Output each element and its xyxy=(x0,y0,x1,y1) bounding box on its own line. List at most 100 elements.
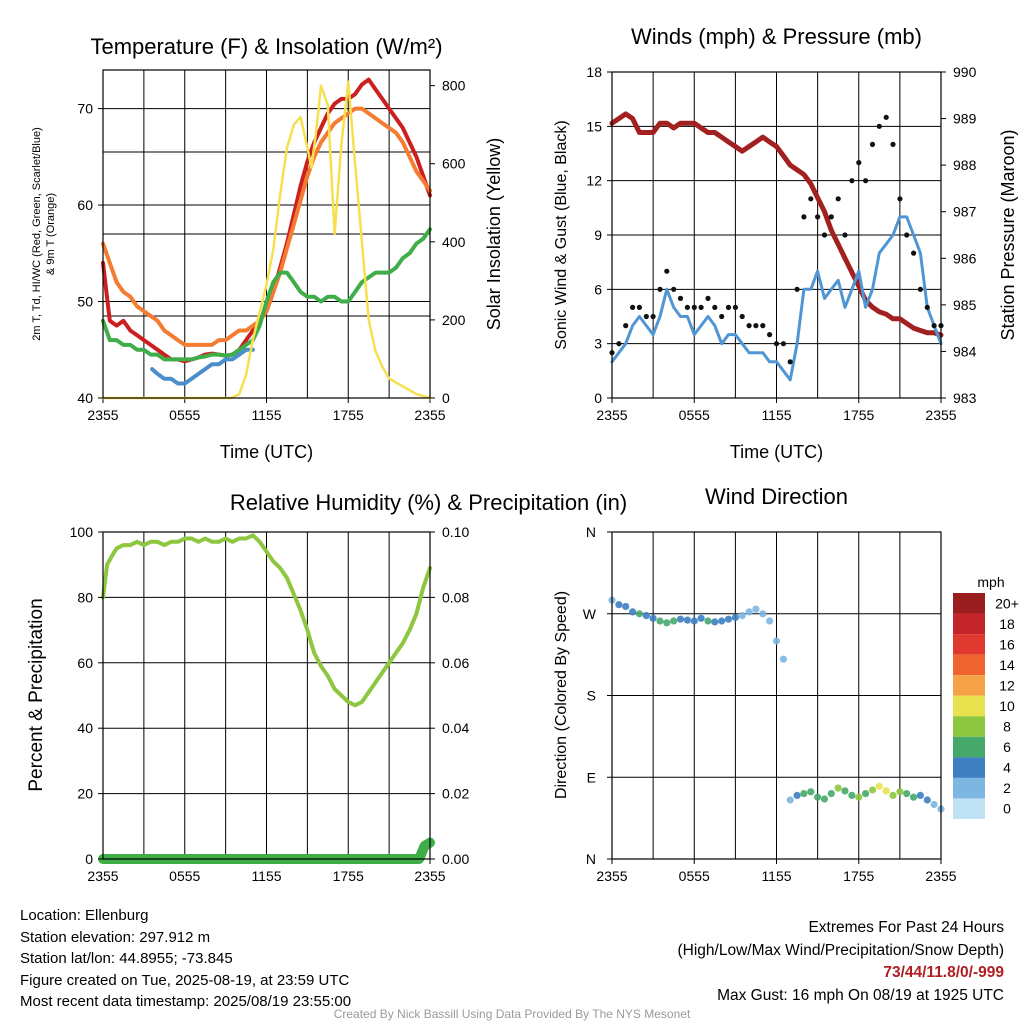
rh-ytick-right-label: 0.10 xyxy=(442,524,469,540)
colorbar-label: 16 xyxy=(999,636,1015,652)
dir-point xyxy=(848,791,856,800)
winds-gust-point xyxy=(684,304,691,310)
rh-xtick-label: 0555 xyxy=(169,868,200,884)
dir-point xyxy=(903,790,911,798)
winds-gust-point xyxy=(794,286,800,292)
dir-point xyxy=(711,618,719,626)
dir-point xyxy=(718,617,726,625)
colorbar-label: 12 xyxy=(999,677,1015,693)
dir-xtick-label: 2355 xyxy=(596,868,627,884)
elevation-text: Station elevation: 297.912 m xyxy=(20,928,211,946)
dir-point xyxy=(820,795,829,803)
dir-xtick-label: 0555 xyxy=(679,868,710,884)
temp-xtick-label: 2355 xyxy=(414,407,445,423)
dir-point xyxy=(814,793,822,801)
colorbar-swatch xyxy=(953,798,985,819)
colorbar-swatch xyxy=(953,716,985,737)
temp-xtick-label: 1155 xyxy=(251,407,281,423)
winds-gust-point xyxy=(849,178,855,184)
winds-xtick-label: 1155 xyxy=(761,407,791,423)
winds-ytick-label: 18 xyxy=(586,64,602,80)
rh-ytick-right-label: 0.06 xyxy=(442,655,469,671)
winds-ytick-label: 9 xyxy=(594,227,602,243)
dir-point xyxy=(683,616,692,624)
winds-xtick-label: 1755 xyxy=(843,407,874,423)
winds-gust-point xyxy=(746,323,752,329)
rh-axes xyxy=(102,531,431,860)
winds-gust-point xyxy=(911,250,917,256)
extremes-values: 73/44/11.8/0/-999 xyxy=(883,964,1004,981)
dir-point xyxy=(793,791,801,800)
winds-gust-point xyxy=(623,323,629,329)
winds-xlabel: Time (UTC) xyxy=(730,442,823,462)
rh-xtick-label: 1755 xyxy=(333,868,364,884)
winds-gust-point xyxy=(924,304,930,310)
colorbar-swatch xyxy=(953,695,985,717)
rh-ytick-right-label: 0.04 xyxy=(442,720,469,736)
temp-ylabel-2: & 9m T (Orange) xyxy=(45,193,57,275)
winds-gust-point xyxy=(863,178,869,184)
temp-xtick-label: 2355 xyxy=(87,407,118,423)
colorbar-label: 14 xyxy=(999,657,1015,673)
winds-gust-point xyxy=(767,332,773,338)
rh-xtick-label: 1155 xyxy=(251,868,281,884)
dir-point xyxy=(807,788,815,796)
dir-point xyxy=(930,800,938,809)
winds-speed-line xyxy=(610,215,943,382)
rh-ylabel: Percent & Precipitation xyxy=(26,598,47,791)
winds-gust-point xyxy=(780,341,787,347)
winds-gust-point xyxy=(931,323,937,329)
dir-point xyxy=(752,605,760,613)
winds-gust-point xyxy=(650,313,656,320)
winds-ytick-right-label: 983 xyxy=(953,390,977,406)
dir-xtick-label: 1155 xyxy=(761,868,791,884)
winds-gust-point xyxy=(671,286,677,292)
dir-point xyxy=(697,614,705,622)
winds-gust-point xyxy=(821,232,828,238)
winds-ytick-right-label: 986 xyxy=(953,250,977,266)
winds-gust-point xyxy=(732,304,739,310)
winds-ytick-right-label: 984 xyxy=(953,343,977,359)
dir-point xyxy=(827,790,835,798)
dir-point xyxy=(622,602,630,611)
winds-gust-point xyxy=(815,214,821,220)
temp-xlabel: Time (UTC) xyxy=(220,442,313,462)
winds-gust-point xyxy=(856,160,862,166)
temp-9m-line xyxy=(101,106,432,347)
winds-gust-point xyxy=(917,286,924,292)
colorbar-label: 10 xyxy=(999,698,1015,714)
dir-point xyxy=(676,615,685,623)
winds-ytick-label: 15 xyxy=(586,118,602,134)
rh-ytick-label: 100 xyxy=(70,524,94,540)
colorbar-label: 0 xyxy=(1003,801,1011,817)
winds-gust-point xyxy=(787,359,793,365)
dir-point xyxy=(635,610,644,618)
dir-point xyxy=(642,612,650,620)
winds-ytick-label: 0 xyxy=(594,390,602,406)
winds-gust-point xyxy=(643,313,649,320)
winds-gust-point xyxy=(773,341,780,347)
colorbar-label: 18 xyxy=(999,616,1015,632)
dir-point xyxy=(731,613,740,622)
dir-ytick-label: W xyxy=(583,606,597,622)
temp-ytick-label: 40 xyxy=(77,390,93,406)
dir-xtick-label: 1755 xyxy=(843,868,874,884)
dir-title: Wind Direction xyxy=(705,484,848,509)
colorbar-swatch xyxy=(953,634,985,655)
colorbar-label: 8 xyxy=(1003,719,1011,735)
dir-point xyxy=(663,619,671,627)
dir-point xyxy=(615,601,623,609)
winds-ytick-label: 12 xyxy=(586,173,602,189)
winds-gust-point xyxy=(753,323,759,329)
dir-point xyxy=(862,790,870,798)
dir-point xyxy=(779,655,788,663)
extremes-legend: (High/Low/Max Wind/Precipitation/Snow De… xyxy=(677,941,1005,959)
winds-gust-point xyxy=(883,114,889,120)
winds-ytick-right-label: 989 xyxy=(953,111,977,127)
dir-point xyxy=(841,787,849,795)
dir-ytick-label: E xyxy=(587,769,596,785)
extremes-heading: Extremes For Past 24 Hours xyxy=(808,919,1004,936)
rh-ytick-right-label: 0.00 xyxy=(442,851,469,867)
winds-gust-point xyxy=(705,295,711,301)
